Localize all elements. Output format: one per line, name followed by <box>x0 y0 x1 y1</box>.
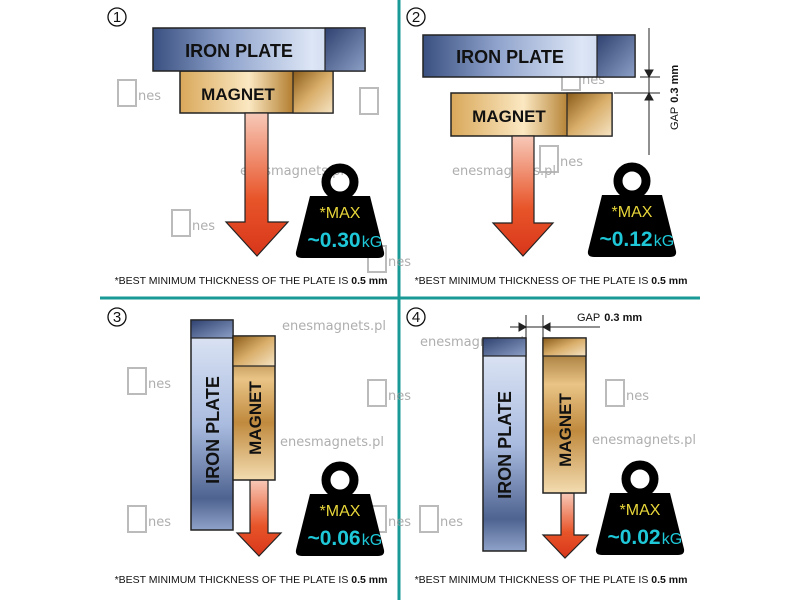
svg-text:*MAX: *MAX <box>612 204 653 221</box>
site-watermark: enesmagnets.pl <box>280 435 384 450</box>
footer-note: *BEST MINIMUM THICKNESS OF THE PLATE IS … <box>115 574 388 586</box>
enes-logo-watermark: nes <box>127 367 171 395</box>
panel-3: 3 IRON PLATE MAGNET *MAX ~0.06 kG *BEST … <box>107 307 388 586</box>
footer-note: *BEST MINIMUM THICKNESS OF THE PLATE IS … <box>415 574 688 586</box>
svg-text:IRON PLATE: IRON PLATE <box>203 376 223 484</box>
panel-1: 1 MAGNET IRON PLATE *MAX ~0.30 kG *BEST … <box>107 7 388 287</box>
svg-text:IRON PLATE: IRON PLATE <box>456 47 564 67</box>
enes-logo-watermark: nes <box>367 379 411 407</box>
enes-logo-watermark <box>359 87 379 115</box>
panel-number-badge <box>406 7 426 27</box>
svg-text:nes: nes <box>560 155 583 170</box>
force-arrow <box>235 479 283 557</box>
svg-text:nes: nes <box>192 219 215 234</box>
panel-number: 3 <box>113 309 121 326</box>
magnet-block: MAGNET <box>450 92 613 137</box>
svg-text:nes: nes <box>388 389 411 404</box>
svg-text:MAGNET: MAGNET <box>246 381 265 455</box>
force-arrow <box>224 112 290 257</box>
svg-text:nes: nes <box>440 515 463 530</box>
iron-plate: IRON PLATE <box>190 319 234 531</box>
force-arrow <box>491 135 555 257</box>
svg-text:IRON PLATE: IRON PLATE <box>495 391 515 499</box>
svg-text:~0.02: ~0.02 <box>607 526 660 549</box>
footer-note: *BEST MINIMUM THICKNESS OF THE PLATE IS … <box>115 275 388 287</box>
svg-text:*MAX: *MAX <box>320 205 361 222</box>
weight-icon: *MAX ~0.06 kG <box>295 461 385 556</box>
magnet-block: MAGNET <box>542 337 587 494</box>
svg-text:nes: nes <box>148 377 171 392</box>
panel-number: 1 <box>113 9 121 26</box>
enes-logo-watermark: nes <box>171 209 215 237</box>
svg-text:GAP0.3 mm: GAP0.3 mm <box>577 312 642 324</box>
svg-text:~0.12: ~0.12 <box>599 228 652 251</box>
weight-icon: *MAX ~0.30 kG <box>295 163 385 258</box>
svg-text:~0.30: ~0.30 <box>307 229 360 252</box>
svg-text:MAGNET: MAGNET <box>556 393 575 467</box>
enes-logo-watermark: nes <box>117 79 161 107</box>
svg-text:nes: nes <box>138 89 161 104</box>
svg-text:~0.06: ~0.06 <box>307 527 360 550</box>
svg-text:nes: nes <box>626 389 649 404</box>
svg-text:IRON PLATE: IRON PLATE <box>185 41 293 61</box>
panel-number-badge <box>107 307 127 327</box>
svg-text:kG: kG <box>662 531 682 548</box>
iron-plate: IRON PLATE <box>422 34 636 78</box>
panel-number-badge <box>406 307 426 327</box>
svg-text:kG: kG <box>362 532 382 549</box>
svg-text:kG: kG <box>362 234 382 251</box>
svg-text:nes: nes <box>388 515 411 530</box>
enes-logo-watermark: nes <box>539 145 583 173</box>
svg-text:MAGNET: MAGNET <box>472 107 546 126</box>
svg-text:*MAX: *MAX <box>320 503 361 520</box>
svg-text:nes: nes <box>388 255 411 270</box>
svg-text:nes: nes <box>148 515 171 530</box>
force-arrow <box>541 492 590 559</box>
panel-number: 4 <box>412 309 420 326</box>
enes-logo-watermark: nes <box>127 505 171 533</box>
gap-dimension: GAP0.3 mm <box>614 28 681 155</box>
svg-text:kG: kG <box>654 233 674 250</box>
site-watermark: enesmagnets.pl <box>592 433 696 448</box>
site-watermark: enesmagnets.pl <box>452 164 556 179</box>
svg-text:GAP0.3 mm: GAP0.3 mm <box>669 65 681 130</box>
weight-icon: *MAX ~0.02 kG <box>595 460 685 555</box>
magnet-block: MAGNET <box>232 335 276 481</box>
panel-2: 2 IRON PLATE MAGNET GAP0.3 mm *MAX ~0.12… <box>406 7 688 287</box>
site-watermark: enesmagnets.pl <box>282 319 386 334</box>
enes-logo-watermark: nes <box>605 379 649 407</box>
panel-number-badge <box>107 7 127 27</box>
iron-plate: IRON PLATE <box>152 27 366 72</box>
enes-logo-watermark: nes <box>419 505 463 533</box>
magnet-block: MAGNET <box>179 70 334 114</box>
footer-note: *BEST MINIMUM THICKNESS OF THE PLATE IS … <box>415 275 688 287</box>
iron-plate: IRON PLATE <box>482 337 527 552</box>
svg-text:*MAX: *MAX <box>620 502 661 519</box>
weight-icon: *MAX ~0.12 kG <box>587 162 677 257</box>
svg-text:MAGNET: MAGNET <box>201 85 275 104</box>
panel-4: 4 GAP 0.3 mm IRON PLATE MAGNET *MAX ~0.02… <box>406 307 688 586</box>
panel-number: 2 <box>412 9 420 26</box>
